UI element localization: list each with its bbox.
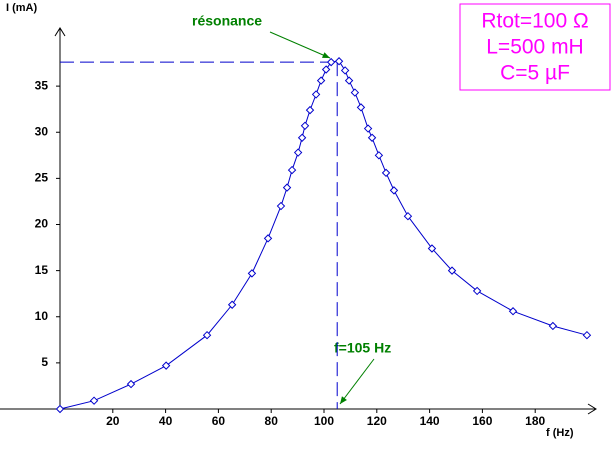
data-point <box>472 286 482 296</box>
data-point <box>340 66 350 75</box>
data-point <box>89 396 99 405</box>
data-point <box>293 148 303 157</box>
data-point <box>55 404 65 414</box>
data-point <box>202 330 212 340</box>
data-point <box>263 234 273 243</box>
data-point <box>300 121 310 130</box>
data-point <box>447 266 457 275</box>
x-tick-label: 160 <box>472 414 492 428</box>
info-box: Rtot=100 Ω L=500 mH C=5 µF <box>459 3 611 91</box>
y-tick-label: 30 <box>35 124 49 138</box>
annotation-arrow <box>339 358 375 405</box>
data-point <box>297 133 307 142</box>
info-box-frame <box>459 3 611 91</box>
data-point <box>403 211 413 221</box>
data-point <box>367 133 377 142</box>
data-point <box>276 201 286 211</box>
data-point <box>334 57 344 66</box>
data-point <box>344 76 354 85</box>
data-point <box>381 168 391 178</box>
annotation: résonance <box>192 13 262 29</box>
y-tick-label: 10 <box>35 309 49 323</box>
x-tick-label: 140 <box>420 414 440 428</box>
arrow-head <box>340 396 347 404</box>
y-axis-arrow <box>54 27 66 37</box>
data-point <box>161 361 171 370</box>
y-tick-label: 15 <box>35 263 49 277</box>
annotation-arrow <box>269 31 331 59</box>
y-tick-label: 5 <box>41 355 48 369</box>
data-point <box>508 307 518 316</box>
data-point <box>582 330 592 340</box>
y-tick-label: 20 <box>35 217 49 231</box>
data-point <box>227 300 237 309</box>
data-point <box>126 379 136 389</box>
data-point <box>316 76 326 85</box>
data-point <box>363 124 373 133</box>
x-tick-label: 40 <box>159 414 173 428</box>
data-point <box>247 269 257 278</box>
data-point <box>389 186 399 195</box>
x-axis-label: f (Hz) <box>546 427 574 439</box>
y-tick-label: 35 <box>35 78 49 92</box>
x-tick-label: 100 <box>314 414 334 428</box>
data-point <box>350 88 360 97</box>
x-tick-label: 120 <box>367 414 387 428</box>
data-point <box>282 183 292 192</box>
info-line: L=500 mH <box>486 36 583 59</box>
x-tick-label: 60 <box>212 414 226 428</box>
y-tick-label: 25 <box>35 171 49 185</box>
info-line: C=5 µF <box>500 62 570 85</box>
data-point <box>326 57 336 67</box>
info-line: Rtot=100 Ω <box>481 10 588 33</box>
data-point <box>321 65 331 74</box>
data-point <box>287 165 297 175</box>
x-tick-label: 20 <box>106 414 120 428</box>
data-point <box>356 103 366 112</box>
arrow-head <box>322 52 330 58</box>
annotation: f=105 Hz <box>334 340 391 356</box>
y-axis-label: I (mA) <box>6 2 38 14</box>
x-axis-arrow <box>587 403 597 415</box>
series-line <box>59 60 588 410</box>
data-point <box>548 321 558 331</box>
x-tick-label: 180 <box>525 414 545 428</box>
data-point <box>427 244 437 253</box>
x-tick-label: 80 <box>265 414 279 428</box>
data-point <box>305 105 315 115</box>
data-point <box>374 151 384 160</box>
data-point <box>311 90 321 99</box>
